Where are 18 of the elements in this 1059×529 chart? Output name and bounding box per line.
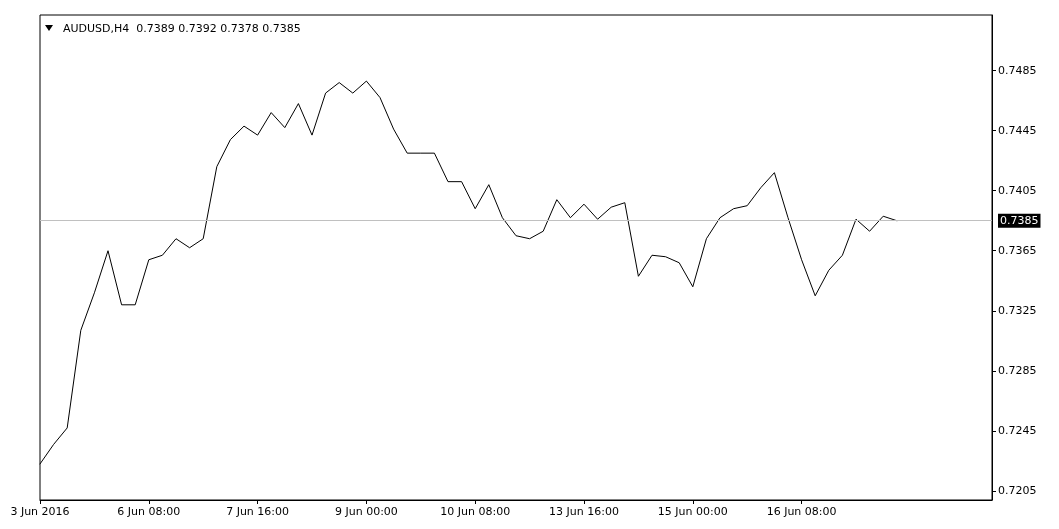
y-tick-label: 0.7445 xyxy=(998,124,1037,138)
x-tick-label: 15 Jun 00:00 xyxy=(657,505,728,518)
x-tick-label: 7 Jun 16:00 xyxy=(226,505,290,518)
x-tick-label: 9 Jun 00:00 xyxy=(334,505,398,518)
text: AUDUSD,H4 0.7389 0.7392 0.7378 0.7385 xyxy=(63,22,301,35)
x-tick-label: 3 Jun 2016 xyxy=(10,505,70,518)
y-tick-label: 0.7365 xyxy=(998,244,1037,258)
x-tick-label: 13 Jun 16:00 xyxy=(549,505,619,518)
x-tick-label: 6 Jun 08:00 xyxy=(117,505,181,518)
y-tick-label: 0.7485 xyxy=(998,64,1037,78)
y-tick-label: 0.7405 xyxy=(998,184,1037,198)
y-tick-label: 0.7285 xyxy=(998,364,1037,378)
y-tick-label: 0.7245 xyxy=(998,424,1037,438)
x-tick-label: 16 Jun 08:00 xyxy=(766,505,837,518)
x-tick-label: 10 Jun 08:00 xyxy=(440,505,511,518)
y-tick-label: 0.7205 xyxy=(998,484,1037,498)
y-tick-label: 0.7325 xyxy=(998,304,1037,318)
ref-line-label: 0.7385 xyxy=(1000,214,1039,228)
